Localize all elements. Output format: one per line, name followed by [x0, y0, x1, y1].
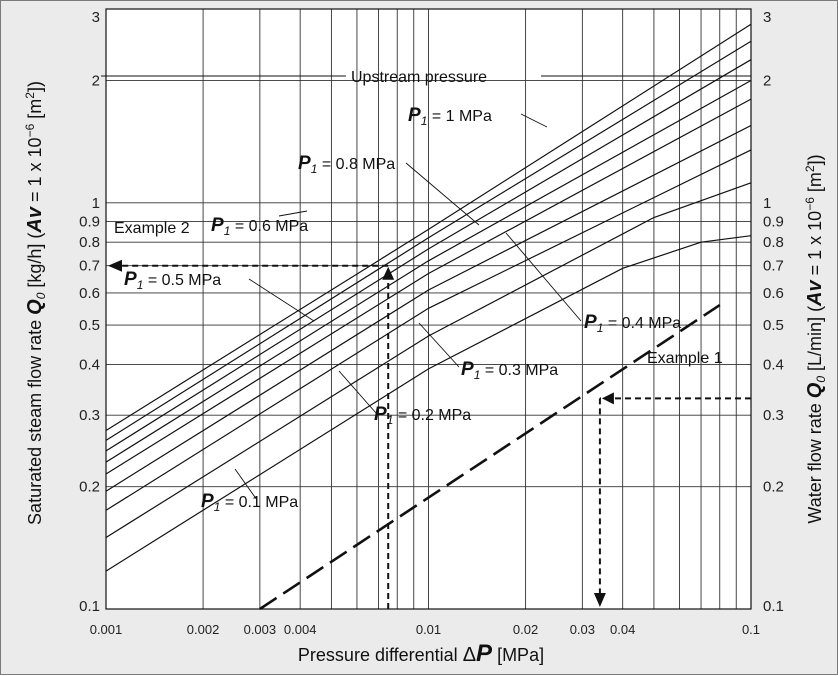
- example-1-arrowhead: [593, 593, 606, 607]
- series-line-p1-0-9: [105, 40, 752, 441]
- curve-label-p1-1: P1 = 1 MPa: [408, 105, 492, 128]
- leader-p1-0-4: [505, 232, 582, 322]
- y-tick-label-left: 0.5: [79, 317, 100, 334]
- curves: [105, 23, 752, 611]
- example-2-label: Example 2: [114, 220, 190, 237]
- series-line-p1-0-2: [105, 235, 752, 572]
- series-line-p1-0-7: [105, 79, 752, 463]
- series-line-p1-0-5: [105, 124, 752, 492]
- y-tick-label-left: 0.1: [79, 598, 100, 615]
- example-1-label: Example 1: [647, 350, 723, 367]
- y-tick-label-right: 1: [763, 195, 771, 212]
- series-line-p1-1: [105, 23, 752, 432]
- curve-label-p1-0-1: P1 = 0.1 MPa: [201, 491, 298, 514]
- x-tick-label: 0.03: [570, 622, 595, 637]
- y-axis-left-title: Saturated steam flow rate Q0 [kg/h] (Av …: [23, 81, 48, 525]
- y-tick-label-right: 0.7: [763, 258, 784, 275]
- tick-labels: 0.001 0.002 0.003 0.004 0.01 0.02 0.03 0.04 0.10…: [79, 9, 784, 637]
- curve-label-p1-0-3: P1 = 0.3 MPa: [461, 359, 558, 382]
- x-tick-label: 0.02: [513, 622, 538, 637]
- example-2-arrowhead: [108, 259, 122, 272]
- leader-p1-0-1: [234, 468, 258, 501]
- y-tick-label-right: 0.5: [763, 317, 784, 334]
- x-tick-label: 0.003: [244, 622, 277, 637]
- x-tick-label: 0.002: [187, 622, 220, 637]
- series-line-p1-0-8: [105, 59, 752, 452]
- y-tick-label-right: 0.9: [763, 213, 784, 230]
- x-tick-label: 0.1: [742, 622, 760, 637]
- y-tick-label-left: 0.9: [79, 213, 100, 230]
- x-tick-label: 0.001: [90, 622, 123, 637]
- y-tick-label-left: 0.4: [79, 356, 100, 373]
- x-tick-label: 0.04: [610, 622, 635, 637]
- example-2-up-arrow: [382, 266, 395, 280]
- y-tick-label-right: 0.3: [763, 407, 784, 424]
- y-tick-label-right: 0.2: [763, 479, 784, 496]
- x-tick-label: 0.004: [284, 622, 317, 637]
- leader-p1-0-3: [418, 322, 460, 368]
- y-tick-label-left: 3: [92, 9, 100, 26]
- leader-p1-0-2: [338, 370, 377, 414]
- curve-label-p1-0-6: P1 = 0.6 MPa: [211, 215, 308, 238]
- y-tick-label-left: 2: [92, 73, 100, 90]
- series-line-p1-0-6: [105, 98, 752, 475]
- y-tick-label-right: 0.8: [763, 234, 784, 251]
- leader-p1-1: [520, 113, 548, 128]
- series-line-p1-0-1: [259, 304, 721, 611]
- y-tick-label-left: 0.7: [79, 258, 100, 275]
- leader-p1-0-5: [248, 278, 315, 322]
- plot-border: [105, 8, 752, 610]
- x-tick-label: 0.01: [416, 622, 441, 637]
- example-1-start-arrow: [601, 392, 614, 405]
- y-tick-label-left: 0.6: [79, 285, 100, 302]
- y-tick-label-right: 2: [763, 73, 771, 90]
- label-leaders: [101, 75, 751, 501]
- y-tick-label-left: 0.8: [79, 234, 100, 251]
- curve-label-p1-0-2: P1 = 0.2 MPa: [374, 404, 471, 427]
- leader-p1-0-6: [278, 210, 308, 217]
- series-line-p1-0-4: [105, 149, 752, 511]
- curve-label-p1-0-4: P1 = 0.4 MPa: [584, 312, 681, 335]
- series-line-p1-0-3: [105, 182, 752, 539]
- y-tick-label-left: 1: [92, 195, 100, 212]
- y-axis-right-title: Water flow rate Q0 [L/min] (Av = 1 x 10−…: [803, 154, 828, 523]
- curve-label-p1-0-8: P1 = 0.8 MPa: [298, 153, 395, 176]
- y-tick-label-right: 0.6: [763, 285, 784, 302]
- y-tick-label-right: 0.4: [763, 356, 784, 373]
- y-tick-label-right: 3: [763, 9, 771, 26]
- y-tick-label-left: 0.2: [79, 479, 100, 496]
- y-tick-label-right: 0.1: [763, 598, 784, 615]
- curve-label-p1-0-5: P1 = 0.5 MPa: [124, 269, 221, 292]
- leader-p1-0-8: [405, 162, 480, 226]
- example-annotations: [108, 259, 751, 609]
- upstream-pressure-label: Upstream pressure: [351, 69, 487, 86]
- x-axis-title: Pressure differential ΔP [MPa]: [298, 640, 544, 667]
- y-tick-label-left: 0.3: [79, 407, 100, 424]
